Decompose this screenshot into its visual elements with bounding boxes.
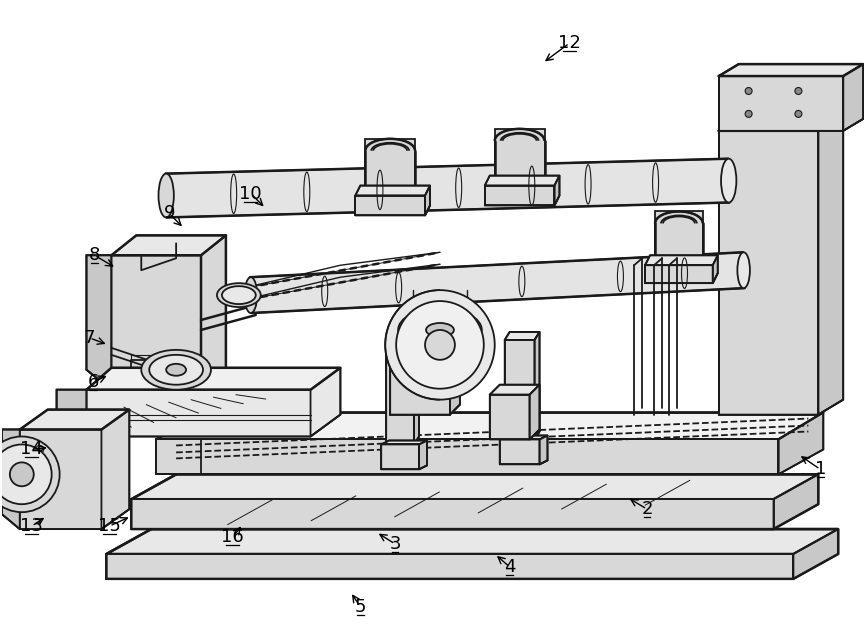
Polygon shape bbox=[490, 395, 530, 440]
Text: 14: 14 bbox=[20, 440, 43, 458]
Text: 2: 2 bbox=[642, 500, 653, 518]
Polygon shape bbox=[500, 440, 540, 465]
Polygon shape bbox=[381, 440, 427, 445]
Text: 5: 5 bbox=[354, 597, 366, 616]
Polygon shape bbox=[719, 116, 843, 131]
Polygon shape bbox=[450, 330, 460, 415]
Text: 16: 16 bbox=[222, 528, 244, 546]
Ellipse shape bbox=[141, 350, 211, 390]
Polygon shape bbox=[381, 445, 419, 470]
Ellipse shape bbox=[244, 277, 257, 313]
Polygon shape bbox=[386, 342, 419, 350]
Polygon shape bbox=[719, 76, 843, 131]
Ellipse shape bbox=[158, 174, 174, 217]
Polygon shape bbox=[414, 342, 419, 445]
Circle shape bbox=[36, 445, 43, 454]
Polygon shape bbox=[56, 390, 87, 436]
Circle shape bbox=[795, 111, 802, 118]
Polygon shape bbox=[56, 368, 340, 436]
Text: 10: 10 bbox=[240, 185, 262, 203]
Ellipse shape bbox=[398, 308, 481, 352]
Polygon shape bbox=[719, 131, 818, 415]
Polygon shape bbox=[793, 529, 838, 579]
Ellipse shape bbox=[737, 252, 750, 288]
Polygon shape bbox=[779, 413, 824, 474]
Text: 15: 15 bbox=[98, 517, 121, 535]
Polygon shape bbox=[391, 330, 460, 340]
Ellipse shape bbox=[217, 283, 261, 307]
Polygon shape bbox=[719, 64, 863, 76]
Circle shape bbox=[795, 88, 802, 95]
Ellipse shape bbox=[406, 312, 474, 348]
Polygon shape bbox=[655, 212, 703, 265]
Polygon shape bbox=[773, 474, 818, 529]
Polygon shape bbox=[107, 529, 838, 554]
Polygon shape bbox=[485, 185, 554, 206]
Circle shape bbox=[745, 88, 752, 95]
Text: 4: 4 bbox=[504, 558, 515, 576]
Polygon shape bbox=[419, 440, 427, 470]
Polygon shape bbox=[645, 255, 718, 265]
Polygon shape bbox=[107, 554, 793, 579]
Ellipse shape bbox=[425, 330, 455, 360]
Ellipse shape bbox=[721, 158, 736, 203]
Polygon shape bbox=[250, 252, 745, 313]
Ellipse shape bbox=[0, 445, 52, 504]
Polygon shape bbox=[20, 410, 129, 429]
Ellipse shape bbox=[0, 436, 60, 512]
Text: 13: 13 bbox=[20, 517, 43, 535]
Polygon shape bbox=[156, 440, 779, 474]
Polygon shape bbox=[386, 350, 414, 445]
Text: 9: 9 bbox=[164, 204, 175, 222]
Polygon shape bbox=[500, 436, 547, 440]
Polygon shape bbox=[156, 413, 824, 440]
Polygon shape bbox=[87, 235, 226, 390]
Polygon shape bbox=[494, 129, 545, 185]
Polygon shape bbox=[425, 185, 430, 215]
Text: 1: 1 bbox=[815, 460, 826, 479]
Ellipse shape bbox=[149, 355, 203, 385]
Polygon shape bbox=[391, 340, 450, 415]
Polygon shape bbox=[554, 176, 559, 206]
Polygon shape bbox=[540, 436, 547, 465]
Polygon shape bbox=[365, 139, 415, 196]
Polygon shape bbox=[112, 235, 226, 255]
Circle shape bbox=[36, 465, 43, 473]
Text: 6: 6 bbox=[87, 373, 100, 390]
Polygon shape bbox=[818, 116, 843, 415]
Polygon shape bbox=[530, 385, 540, 440]
Polygon shape bbox=[132, 474, 818, 499]
Ellipse shape bbox=[222, 286, 255, 304]
Ellipse shape bbox=[426, 323, 454, 337]
Text: 12: 12 bbox=[558, 35, 581, 52]
Polygon shape bbox=[713, 255, 718, 283]
Polygon shape bbox=[485, 176, 559, 185]
Polygon shape bbox=[490, 385, 540, 395]
Polygon shape bbox=[505, 332, 540, 340]
Polygon shape bbox=[165, 158, 729, 217]
Text: 8: 8 bbox=[89, 246, 100, 265]
Ellipse shape bbox=[396, 301, 484, 389]
Polygon shape bbox=[87, 368, 340, 390]
Polygon shape bbox=[87, 255, 112, 390]
Ellipse shape bbox=[166, 364, 186, 376]
Polygon shape bbox=[505, 340, 534, 440]
Polygon shape bbox=[843, 64, 863, 131]
Text: 7: 7 bbox=[84, 329, 95, 347]
Polygon shape bbox=[534, 332, 540, 440]
Ellipse shape bbox=[10, 463, 34, 486]
Text: 3: 3 bbox=[390, 535, 401, 553]
Polygon shape bbox=[645, 265, 713, 283]
Polygon shape bbox=[355, 196, 425, 215]
Polygon shape bbox=[2, 410, 129, 529]
Circle shape bbox=[745, 111, 752, 118]
Polygon shape bbox=[2, 429, 20, 529]
Ellipse shape bbox=[385, 290, 494, 399]
Polygon shape bbox=[355, 185, 430, 196]
Polygon shape bbox=[132, 499, 773, 529]
